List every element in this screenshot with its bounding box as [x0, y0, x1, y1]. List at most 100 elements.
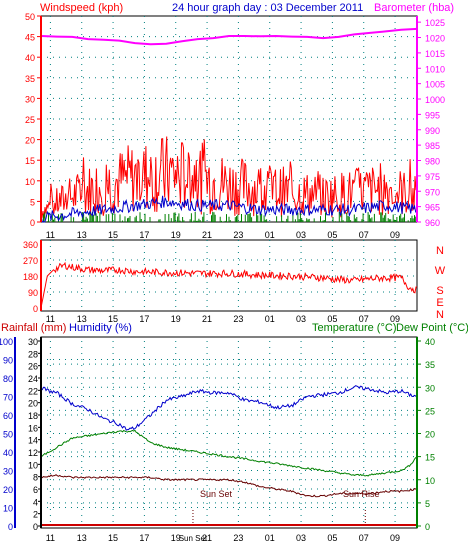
- humidity-tick-label: 10: [28, 460, 38, 470]
- wind-time-label: 19: [171, 230, 181, 240]
- wind-tick-label: 25: [25, 115, 35, 125]
- temperature-tick-label: 40: [425, 337, 435, 347]
- rainfall-tick-label: 40: [3, 448, 13, 458]
- wind-tick-label: 50: [25, 12, 35, 22]
- bottom-time-label: Sun Set: [179, 534, 208, 543]
- barometer-tick-label: 1015: [425, 49, 445, 59]
- humidity-tick-label: 0: [33, 522, 38, 532]
- direction-time-label: 01: [265, 314, 275, 324]
- rainfall-tick-label: 90: [3, 356, 13, 366]
- bottom-time-label: 09: [390, 533, 400, 543]
- wind-tick-label: 45: [25, 33, 35, 43]
- direction-tick-label: 0: [33, 304, 38, 314]
- grid-layer: [41, 16, 417, 526]
- barometer-tick-label: 980: [425, 157, 440, 167]
- humidity-tick-label: 16: [28, 423, 38, 433]
- bottom-time-label: 15: [108, 533, 118, 543]
- rainfall-tick-label: 20: [3, 485, 13, 495]
- direction-time-label: 21: [202, 314, 212, 324]
- barometer-tick-label: 1020: [425, 34, 445, 44]
- sun-set-label: Sun Set: [200, 489, 233, 499]
- temperature-tick-label: 10: [425, 476, 435, 486]
- direction-tick-label: 180: [23, 272, 38, 282]
- humidity-tick-label: 4: [33, 497, 38, 507]
- wind-time-label: 05: [327, 230, 337, 240]
- barometer-tick-label: 1000: [425, 95, 445, 105]
- wind-average-series: [40, 195, 418, 223]
- humidity-tick-label: 14: [28, 436, 38, 446]
- temperature-tick-label: 30: [425, 383, 435, 393]
- rainfall-tick-label: 0: [8, 522, 13, 532]
- direction-time-label: 05: [327, 314, 337, 324]
- direction-time-label: 15: [108, 314, 118, 324]
- wind-direction-series: [40, 261, 418, 309]
- windspeed-series: [40, 136, 418, 219]
- direction-tick-label: 90: [28, 288, 38, 298]
- wind-tick-label: 35: [25, 74, 35, 84]
- compass-label: N: [436, 245, 444, 257]
- humidity-tick-label: 30: [28, 337, 38, 347]
- humidity-tick-label: 22: [28, 386, 38, 396]
- windspeed-axis-title: Windspeed (kph): [40, 2, 123, 14]
- bottom-time-label: 05: [327, 533, 337, 543]
- series-layer: [40, 27, 418, 526]
- temperature-tick-label: 35: [425, 360, 435, 370]
- graph-title: 24 hour graph day : 03 December 2011: [172, 2, 363, 14]
- humidity-tick-label: 8: [33, 473, 38, 483]
- direction-time-label: 19: [171, 314, 181, 324]
- wind-time-label: 21: [202, 230, 212, 240]
- temperature-axis-title: Temperature (°C): [312, 322, 396, 334]
- barometer-tick-label: 990: [425, 126, 440, 136]
- bottom-time-label: 13: [77, 533, 87, 543]
- wind-time-label: 07: [359, 230, 369, 240]
- humidity-tick-label: 20: [28, 399, 38, 409]
- compass-label: S: [436, 285, 443, 297]
- compass-label: E: [436, 297, 443, 309]
- wind-tick-label: 20: [25, 136, 35, 146]
- barometer-tick-label: 995: [425, 110, 440, 120]
- bottom-time-label: 23: [233, 533, 243, 543]
- humidity-tick-label: 26: [28, 362, 38, 372]
- rainfall-tick-label: 10: [3, 504, 13, 514]
- barometer-tick-label: 965: [425, 203, 440, 213]
- wind-time-label: 11: [46, 230, 55, 240]
- temperature-tick-label: 25: [425, 406, 435, 416]
- bottom-time-label: 07: [359, 533, 369, 543]
- direction-tick-label: 270: [23, 256, 38, 266]
- bottom-time-label: 01: [265, 533, 275, 543]
- direction-time-label: 13: [77, 314, 87, 324]
- temperature-tick-label: 0: [425, 522, 430, 532]
- humidity-tick-label: 24: [28, 374, 38, 384]
- dew-point-axis-title: Dew Point (°C): [396, 322, 468, 334]
- direction-time-label: 07: [359, 314, 369, 324]
- humidity-series: [40, 385, 418, 431]
- wind-time-label: 03: [296, 230, 306, 240]
- temperature-tick-label: 15: [425, 453, 435, 463]
- wind-tick-label: 5: [30, 197, 35, 207]
- temperature-panel-frame: [40, 336, 418, 529]
- wind-time-label: 09: [390, 230, 400, 240]
- barometer-axis-title: Barometer (hba): [374, 2, 454, 14]
- humidity-axis-title: Humidity (%): [69, 322, 132, 334]
- direction-time-label: 03: [296, 314, 306, 324]
- wind-time-label: 15: [108, 230, 118, 240]
- humidity-tick-label: 2: [33, 510, 38, 520]
- wind-tick-label: 30: [25, 94, 35, 104]
- direction-time-label: 23: [233, 314, 243, 324]
- axis-layer: 0510152025303540455096096597097598098599…: [0, 12, 446, 543]
- wind-tick-label: 15: [25, 156, 35, 166]
- rainfall-tick-label: 100: [0, 337, 13, 347]
- wind-time-label: 01: [265, 230, 275, 240]
- dew-point-series: [40, 474, 418, 498]
- barometer-tick-label: 970: [425, 187, 440, 197]
- bottom-time-label: 17: [139, 533, 149, 543]
- temperature-tick-label: 5: [425, 499, 430, 509]
- direction-tick-label: 360: [23, 240, 38, 250]
- temperature-tick-label: 20: [425, 430, 435, 440]
- rainfall-tick-label: 30: [3, 467, 13, 477]
- barometer-tick-label: 975: [425, 172, 440, 182]
- bottom-time-label: 21: [202, 533, 212, 543]
- bottom-time-label: 03: [296, 533, 306, 543]
- barometer-tick-label: 960: [425, 218, 440, 228]
- bottom-time-label: 11: [46, 533, 55, 543]
